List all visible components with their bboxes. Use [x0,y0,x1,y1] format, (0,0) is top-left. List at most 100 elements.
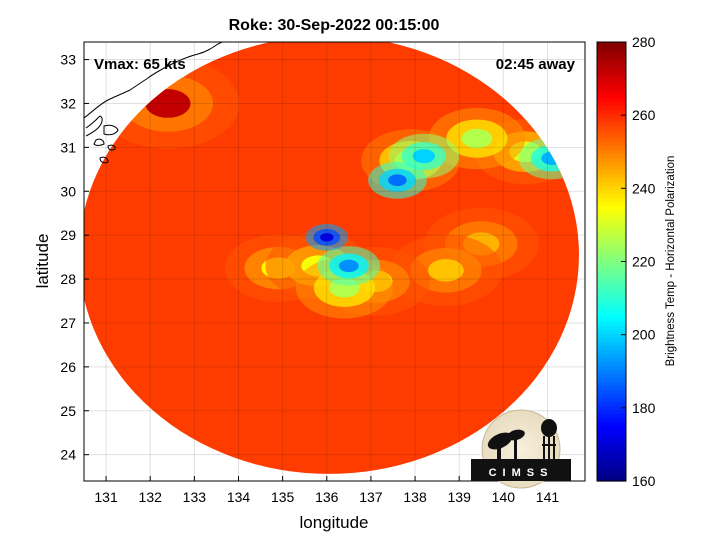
x-tick-label: 133 [183,489,207,505]
y-tick-label: 27 [60,315,76,331]
colorbar-step [597,173,626,179]
colorbar-step [597,141,626,147]
colorbar-step [597,433,626,438]
colorbar-step [597,205,626,211]
colorbar-tick-label: 220 [632,254,656,270]
colorbar-step [597,289,626,295]
y-axis-ticks: 24 25 26 27 28 29 30 31 32 33 [60,52,89,463]
colorbar-step [597,421,626,426]
colorbar-step [597,429,626,434]
vmax-annotation: Vmax: 65 kts [94,56,186,73]
colorbar-step [597,129,626,135]
colorbar-step [597,229,626,235]
colorbar-step [597,329,626,334]
colorbar-step [597,265,626,271]
colorbar-step [597,217,626,223]
colorbar-step [597,237,626,243]
colorbar-step [597,153,626,159]
colorbar-step [597,85,626,91]
colorbar-step [597,465,626,470]
colorbar-step [597,397,626,402]
colorbar-step [597,269,626,275]
colorbar-step [597,313,626,318]
x-tick-label: 137 [359,489,383,505]
colorbar-step [597,469,626,474]
colorbar-step [597,42,626,47]
colorbar-step [597,105,626,111]
brightness-temp-cell [412,149,436,164]
colorbar-step [597,333,626,338]
colorbar-step [597,49,626,55]
colorbar-step [597,369,626,374]
x-tick-label: 140 [492,489,516,505]
colorbar-step [597,77,626,83]
colorbar-step [597,113,626,119]
x-tick-label: 138 [403,489,427,505]
colorbar-step [597,177,626,183]
colorbar-step [597,89,626,95]
x-axis-ticks: 131 132 133 134 135 136 137 138 139 140 141 [94,476,559,505]
colorbar-step [597,117,626,123]
colorbar: 160 180 200 220 240 260 280 Brightness Temp - … [596,34,677,489]
y-tick-label: 33 [60,52,76,68]
colorbar-step [597,461,626,466]
colorbar-step [597,317,626,322]
colorbar-step [597,353,626,358]
colorbar-step [597,61,626,67]
brightness-temperature-swath [84,42,579,474]
colorbar-ticks: 160 180 200 220 240 260 280 [621,34,656,489]
colorbar-step [597,457,626,462]
colorbar-step [597,445,626,450]
colorbar-step [597,193,626,199]
colorbar-step [597,257,626,263]
colorbar-tick-label: 260 [632,107,656,123]
colorbar-step [597,361,626,366]
colorbar-step [597,121,626,127]
colorbar-step [597,297,626,303]
colorbar-step [597,389,626,394]
colorbar-step [597,109,626,115]
colorbar-step [597,125,626,131]
colorbar-step [597,45,626,51]
y-tick-label: 24 [60,447,76,463]
y-tick-label: 31 [60,139,76,155]
colorbar-step [597,425,626,430]
colorbar-step [597,385,626,390]
colorbar-step [597,157,626,163]
y-tick-label: 26 [60,359,76,375]
y-tick-label: 29 [60,227,76,243]
colorbar-step [597,373,626,378]
brightness-temp-cell [428,258,464,282]
colorbar-step [597,337,626,342]
colorbar-step [597,453,626,458]
colorbar-step [597,277,626,283]
y-tick-label: 32 [60,95,76,111]
colorbar-step [597,221,626,227]
x-tick-label: 132 [139,489,163,505]
colorbar-step [597,377,626,382]
colorbar-step [597,189,626,195]
colorbar-step [597,321,626,326]
colorbar-step [597,477,626,482]
colorbar-step [597,185,626,191]
y-tick-label: 25 [60,403,76,419]
y-axis-label: latitude [33,234,52,289]
colorbar-step [597,473,626,478]
colorbar-step [597,393,626,398]
y-tick-label: 28 [60,271,76,287]
logo-text: CIMSS [489,467,554,479]
colorbar-step [597,241,626,247]
colorbar-step [597,281,626,287]
colorbar-step [597,165,626,171]
colorbar-step [597,401,626,406]
colorbar-step [597,201,626,207]
colorbar-step [597,133,626,139]
x-tick-label: 136 [315,489,339,505]
cimss-logo: CIMSS [471,409,571,489]
colorbar-step [597,197,626,203]
colorbar-step [597,53,626,59]
colorbar-step [597,273,626,279]
colorbar-step [597,437,626,442]
colorbar-step [597,137,626,143]
